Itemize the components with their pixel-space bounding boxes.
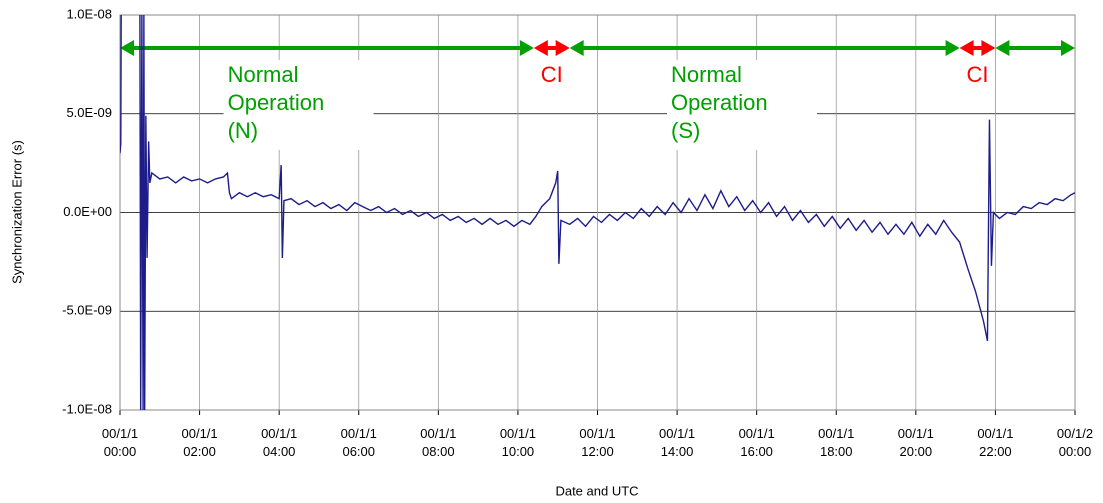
annotation-label: Normal: [671, 62, 742, 87]
y-tick-label: 1.0E-08: [66, 6, 112, 21]
annotation-label: Operation: [671, 90, 768, 115]
annotation-label: CI: [541, 62, 563, 87]
arrow-head: [533, 40, 548, 56]
plot-border: [119, 14, 1076, 411]
annotation-label: Operation: [228, 90, 325, 115]
y-axis-title: Synchronization Error (s): [9, 140, 24, 284]
annotation-label: (N): [228, 118, 259, 143]
x-tick-label: 00/1/1 10:00: [499, 426, 536, 459]
data-line: [120, 15, 1075, 410]
x-tick-label: 00/1/1 08:00: [420, 426, 457, 459]
x-tick-label: 00/1/1 06:00: [340, 426, 377, 459]
y-tick-label: 0.0E+00: [63, 204, 112, 219]
label-bg: [667, 60, 818, 150]
arrow-head: [555, 40, 570, 56]
arrow-head: [981, 40, 996, 56]
annotation-label: CI: [967, 62, 989, 87]
arrow-head: [1061, 40, 1075, 56]
x-tick-label: 00/1/1 00:00: [101, 426, 139, 459]
x-tick-label: 00/1/1 14:00: [659, 426, 696, 459]
x-axis-title: Date and UTC: [555, 483, 638, 498]
x-tick-label: 00/1/1 22:00: [977, 426, 1014, 459]
arrow-head: [995, 40, 1010, 56]
label-bg: [223, 60, 374, 150]
x-tick-label: 00/1/1 04:00: [261, 426, 298, 459]
arrow-head: [519, 40, 534, 56]
annotation-label: (S): [671, 118, 700, 143]
y-tick-label: -5.0E-09: [62, 303, 112, 318]
x-tick-label: 00/1/2 00:00: [1056, 426, 1094, 459]
x-tick-label: 00/1/1 02:00: [181, 426, 218, 459]
y-tick-label: -1.0E-08: [62, 401, 112, 416]
arrow-head: [120, 40, 134, 56]
x-tick-label: 00/1/1 18:00: [818, 426, 855, 459]
x-tick-label: 00/1/1 20:00: [897, 426, 934, 459]
x-tick-label: 00/1/1 16:00: [738, 426, 775, 459]
arrow-head: [959, 40, 974, 56]
arrow-head: [945, 40, 960, 56]
x-tick-label: 00/1/1 12:00: [579, 426, 616, 459]
arrow-head: [569, 40, 584, 56]
annotation-label: Normal: [228, 62, 299, 87]
y-tick-label: 5.0E-09: [66, 105, 112, 120]
